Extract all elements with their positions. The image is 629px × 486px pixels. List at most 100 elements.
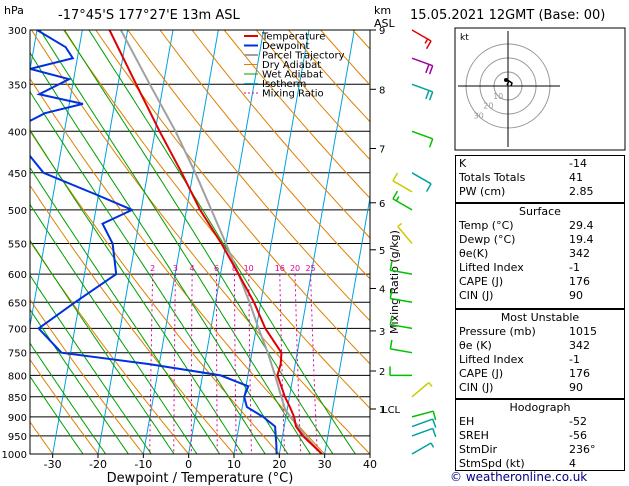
wet-adiabat-line: [30, 166, 221, 454]
most-unstable-box: [455, 309, 625, 399]
hodograph-ring-label: 20: [483, 102, 493, 111]
mixing-ratio-label: 20: [290, 264, 300, 273]
mixing-ratio-line: [248, 274, 252, 454]
wet-adiabat-line: [30, 375, 84, 454]
wind-barb-flag: [424, 38, 429, 44]
wind-barb-flag: [428, 382, 433, 387]
most-unstable-title: Most Unstable: [500, 311, 580, 324]
legend-entry: Parcel Trajectory: [262, 51, 345, 62]
wind-barb-flag: [389, 339, 393, 349]
pressure-tick-label: 450: [8, 169, 27, 180]
wind-barb-staff: [411, 427, 433, 437]
dry-adiabat-line: [30, 77, 326, 454]
copyright-link[interactable]: © weatheronline.co.uk: [450, 470, 588, 484]
mixing-ratio-label: 10: [244, 264, 254, 273]
pressure-tick-label: 350: [8, 80, 27, 91]
wind-barb: [389, 315, 413, 330]
wet-adiabat-line: [30, 239, 175, 454]
isotherm-line: [97, 30, 174, 454]
wet-adiabat-line: [30, 274, 152, 454]
wind-barb-flag: [428, 65, 434, 75]
dry-adiabat-line: [255, 30, 370, 161]
temperature-tick-label: 10: [227, 458, 241, 471]
wind-barb: [392, 172, 413, 193]
wind-barb-staff: [390, 269, 413, 275]
mixing-ratio-line: [294, 274, 302, 454]
plot-frame: [29, 29, 371, 455]
mixing-ratio-line: [216, 274, 218, 454]
legend-entry: Temperature: [261, 32, 325, 43]
wind-barb-flag: [431, 418, 437, 428]
km-tick-label: 5: [379, 246, 385, 257]
dry-adiabat-line: [30, 30, 370, 454]
pressure-tick-label: 650: [8, 298, 27, 309]
hodograph-stats-box: [455, 399, 625, 471]
dry-adiabat-line: [30, 421, 54, 454]
pressure-tick-label: 400: [8, 127, 27, 138]
hodo-row: StmSpd (kt) 4: [459, 457, 576, 470]
dry-adiabat-line: [62, 30, 370, 409]
dry-adiabat-line: [30, 358, 99, 454]
hodo-row: SREH -56: [459, 429, 587, 442]
wind-barb: [389, 289, 413, 304]
surface-row: CAPE (J) 176: [459, 275, 590, 288]
wind-barb-staff: [411, 410, 434, 418]
km-tick-label: 9: [379, 26, 385, 37]
wind-barb-flag: [392, 172, 399, 182]
km-tick-label: 6: [379, 199, 385, 210]
legend-entry: Dewpoint: [262, 41, 310, 52]
location-title: -17°45'S 177°27'E 13m ASL: [58, 8, 240, 23]
wind-barb-flag: [392, 190, 399, 200]
pressure-tick-label: 300: [8, 26, 27, 37]
dry-adiabat-line: [191, 30, 370, 239]
km-tick-label: 3: [379, 327, 385, 338]
dry-adiabat-line: [127, 30, 370, 322]
wind-barb: [389, 261, 413, 275]
wind-barb-staff: [392, 198, 413, 211]
wind-barb-staff: [411, 83, 433, 93]
pressure-tick-label: 600: [8, 270, 27, 281]
wind-barb: [411, 29, 432, 50]
indices-box: [455, 155, 625, 203]
mu-row: Pressure (mb) 1015: [459, 325, 597, 338]
surface-box: [455, 203, 625, 309]
wind-barb-flag: [397, 222, 403, 228]
hodo-row: StmDir 236°: [459, 443, 596, 456]
wind-barb-flag: [425, 90, 430, 100]
surface-row: Dewp (°C) 19.4: [459, 233, 594, 246]
hpa-axis-label: hPa: [4, 4, 24, 17]
index-row-k: K -14: [459, 157, 587, 170]
parcel-trajectory-line: [120, 30, 323, 454]
pressure-tick-label: 800: [8, 371, 27, 382]
pressure-tick-label: 750: [8, 349, 27, 360]
wind-barb-staff: [411, 172, 432, 185]
mixing-ratio-line: [190, 274, 193, 454]
wind-barb-flag: [395, 196, 400, 202]
pressure-tick-label: 850: [8, 393, 27, 404]
wind-barb-staff: [392, 180, 413, 193]
wet-adiabat-line: [39, 30, 311, 454]
mixing-ratio-axis-label: Mixing Ratio (g/kg): [388, 230, 401, 334]
dry-adiabat-line: [30, 240, 190, 454]
index-row-tt: Totals Totals 41: [459, 171, 583, 184]
asl-label: ASL: [374, 17, 395, 30]
isotherm-line: [52, 30, 129, 454]
mixing-ratio-label: 6: [214, 264, 219, 273]
temperature-tick-label: 0: [185, 458, 192, 471]
mu-row: θe (K) 342: [459, 339, 590, 352]
wind-barb-flag: [432, 411, 437, 421]
mixing-ratio-line: [173, 274, 176, 454]
wind-barb-flag: [389, 289, 393, 299]
pressure-tick-label: 700: [8, 324, 27, 335]
wind-barb-staff: [411, 442, 432, 455]
wind-barb-flag: [430, 442, 435, 448]
wet-adiabat-line: [30, 342, 107, 454]
km-tick-label: 4: [379, 284, 385, 295]
wind-barb-flag: [431, 428, 437, 438]
mu-row: Lifted Index -1: [459, 353, 580, 366]
mixing-ratio-label: 25: [305, 264, 315, 273]
